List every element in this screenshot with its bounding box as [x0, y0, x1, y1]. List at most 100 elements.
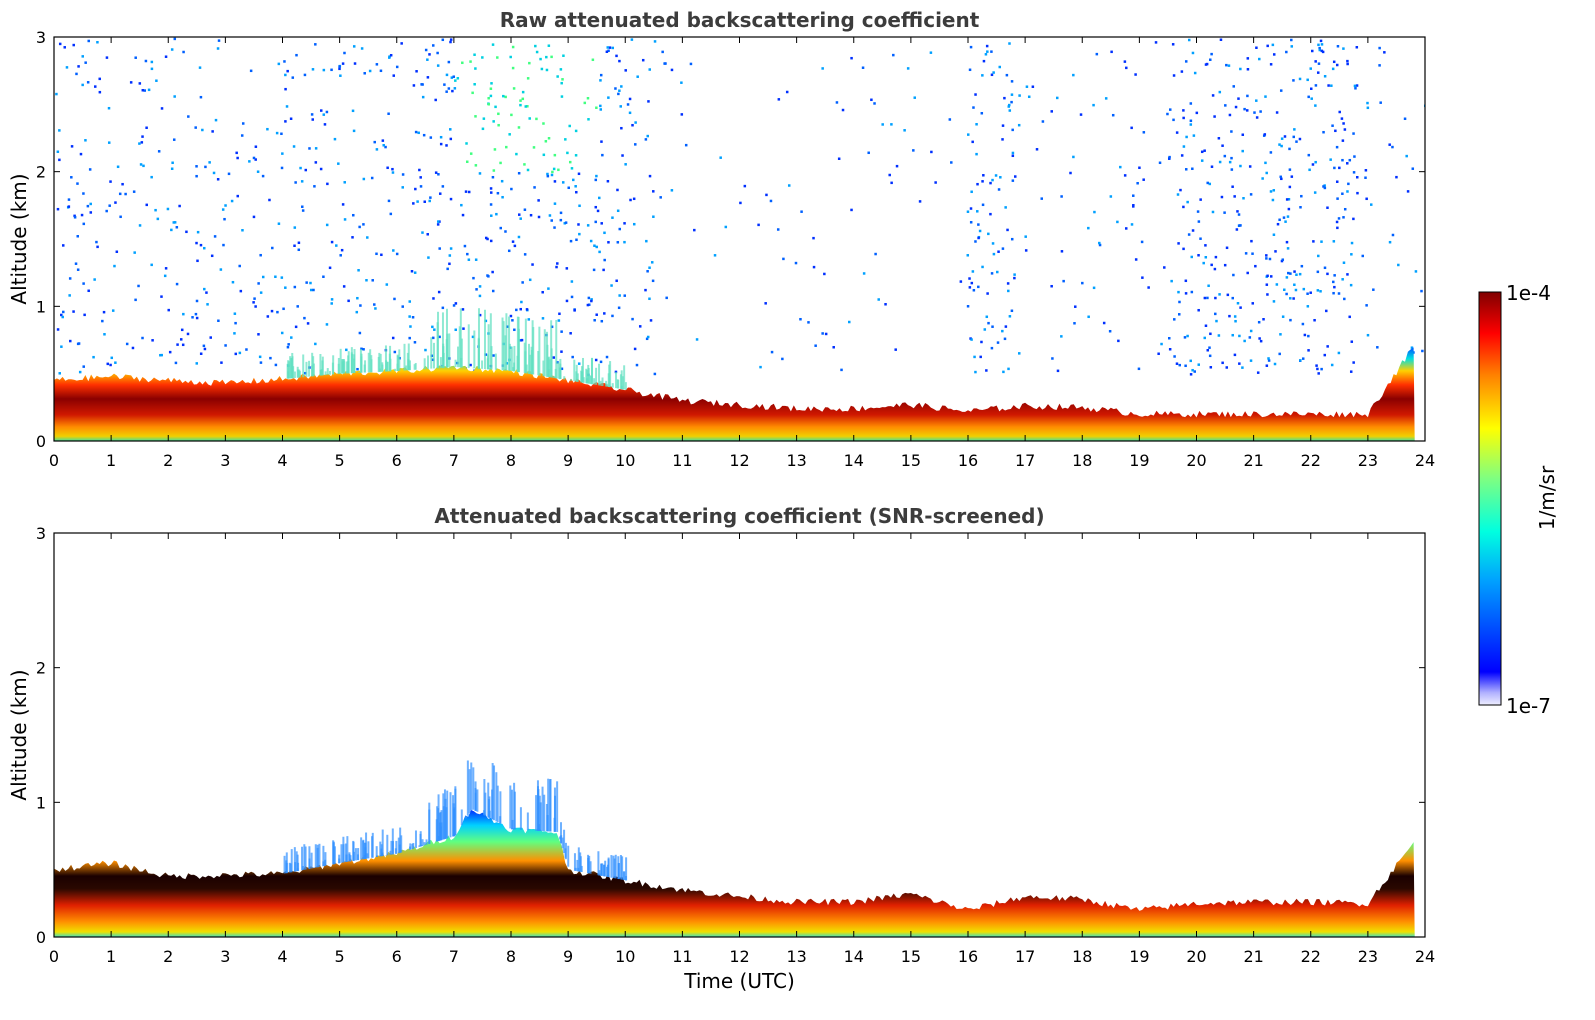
noise-speckle — [968, 286, 972, 289]
noise-speckle — [986, 292, 989, 295]
noise-speckle — [508, 133, 511, 136]
noise-speckle — [231, 280, 235, 284]
plume-spike — [535, 795, 538, 831]
noise-speckle — [360, 347, 363, 351]
plume-spike — [421, 839, 424, 846]
noise-speckle — [418, 168, 421, 172]
noise-speckle — [1323, 186, 1327, 190]
noise-speckle — [648, 68, 651, 71]
noise-speckle — [259, 361, 263, 364]
noise-speckle — [587, 303, 591, 306]
noise-speckle — [114, 361, 117, 364]
noise-speckle — [693, 228, 696, 232]
plume-spike — [557, 362, 560, 379]
noise-speckle — [553, 226, 556, 229]
noise-speckle — [782, 257, 785, 261]
noise-speckle — [1158, 161, 1162, 165]
noise-speckle — [1223, 263, 1227, 267]
noise-speckle — [632, 197, 636, 201]
plume-spike — [437, 311, 440, 369]
plume-spike — [398, 349, 401, 371]
noise-speckle — [1397, 263, 1400, 267]
noise-speckle — [449, 38, 453, 41]
noise-speckle — [1024, 249, 1028, 252]
noise-speckle — [1204, 324, 1208, 327]
noise-speckle — [1204, 256, 1208, 259]
noise-speckle — [438, 247, 441, 250]
noise-speckle — [401, 186, 404, 189]
noise-speckle — [1008, 42, 1011, 45]
noise-speckle — [1330, 363, 1334, 367]
noise-speckle — [1248, 336, 1252, 339]
noise-speckle — [1355, 46, 1359, 49]
noise-speckle — [559, 211, 563, 215]
plume-spike — [425, 839, 428, 845]
noise-speckle — [287, 343, 290, 346]
noise-speckle — [292, 145, 296, 148]
noise-speckle — [76, 268, 80, 271]
noise-speckle — [341, 203, 345, 206]
noise-speckle — [474, 67, 477, 70]
plume-spike — [604, 860, 607, 877]
noise-speckle — [496, 56, 499, 59]
noise-speckle — [352, 129, 356, 133]
plume-spike — [328, 370, 331, 375]
noise-speckle — [55, 92, 58, 96]
noise-speckle — [305, 281, 308, 284]
noise-speckle — [1285, 292, 1288, 296]
noise-speckle — [1186, 334, 1189, 338]
noise-speckle — [1060, 195, 1063, 198]
x-tick-label: 5 — [335, 451, 345, 470]
plume-spike — [570, 379, 573, 381]
noise-speckle — [593, 318, 596, 322]
plume-spikes — [283, 760, 628, 881]
noise-speckle — [81, 83, 84, 87]
noise-speckle — [259, 291, 263, 294]
noise-speckle — [1218, 90, 1222, 94]
noise-speckle — [1072, 155, 1075, 159]
noise-speckle — [680, 113, 684, 116]
noise-speckle — [62, 310, 65, 314]
plume-spike — [553, 787, 556, 832]
plume-spike — [563, 376, 566, 380]
noise-speckle — [1314, 104, 1317, 107]
noise-speckle — [441, 38, 445, 42]
plume-spike — [442, 346, 445, 368]
noise-speckle — [1202, 261, 1205, 265]
noise-speckle — [511, 319, 514, 322]
noise-speckle — [359, 304, 362, 307]
noise-speckle — [210, 254, 214, 258]
noise-speckle — [544, 140, 548, 143]
noise-speckle — [1228, 314, 1231, 318]
noise-speckle — [1288, 168, 1292, 171]
noise-speckle — [1211, 94, 1215, 97]
noise-speckle — [181, 343, 185, 347]
noise-speckle — [1410, 346, 1414, 349]
noise-speckle — [595, 313, 598, 316]
x-tick-label: 10 — [615, 947, 635, 966]
plume-spike — [567, 845, 570, 867]
noise-speckle — [199, 352, 203, 355]
noise-speckle — [1241, 366, 1244, 369]
noise-speckle — [623, 294, 626, 297]
noise-speckle — [1060, 250, 1064, 253]
noise-speckle — [491, 175, 495, 179]
noise-speckle — [973, 355, 976, 359]
noise-speckle — [1347, 182, 1350, 186]
noise-speckle — [1237, 224, 1241, 227]
plume-spike — [556, 781, 559, 832]
noise-speckle — [1280, 137, 1284, 140]
noise-speckle — [173, 95, 176, 98]
plume-spike — [624, 382, 627, 390]
noise-speckle — [837, 157, 841, 161]
plume-spike — [526, 812, 529, 831]
noise-speckle — [1074, 305, 1077, 308]
noise-speckle — [1223, 211, 1226, 214]
x-tick-label: 9 — [563, 947, 573, 966]
noise-speckle — [619, 105, 622, 108]
noise-speckle — [1245, 109, 1249, 112]
noise-speckle — [502, 94, 505, 98]
noise-speckle — [975, 123, 978, 126]
noise-speckle — [1225, 246, 1229, 250]
x-tick-label: 4 — [277, 947, 287, 966]
